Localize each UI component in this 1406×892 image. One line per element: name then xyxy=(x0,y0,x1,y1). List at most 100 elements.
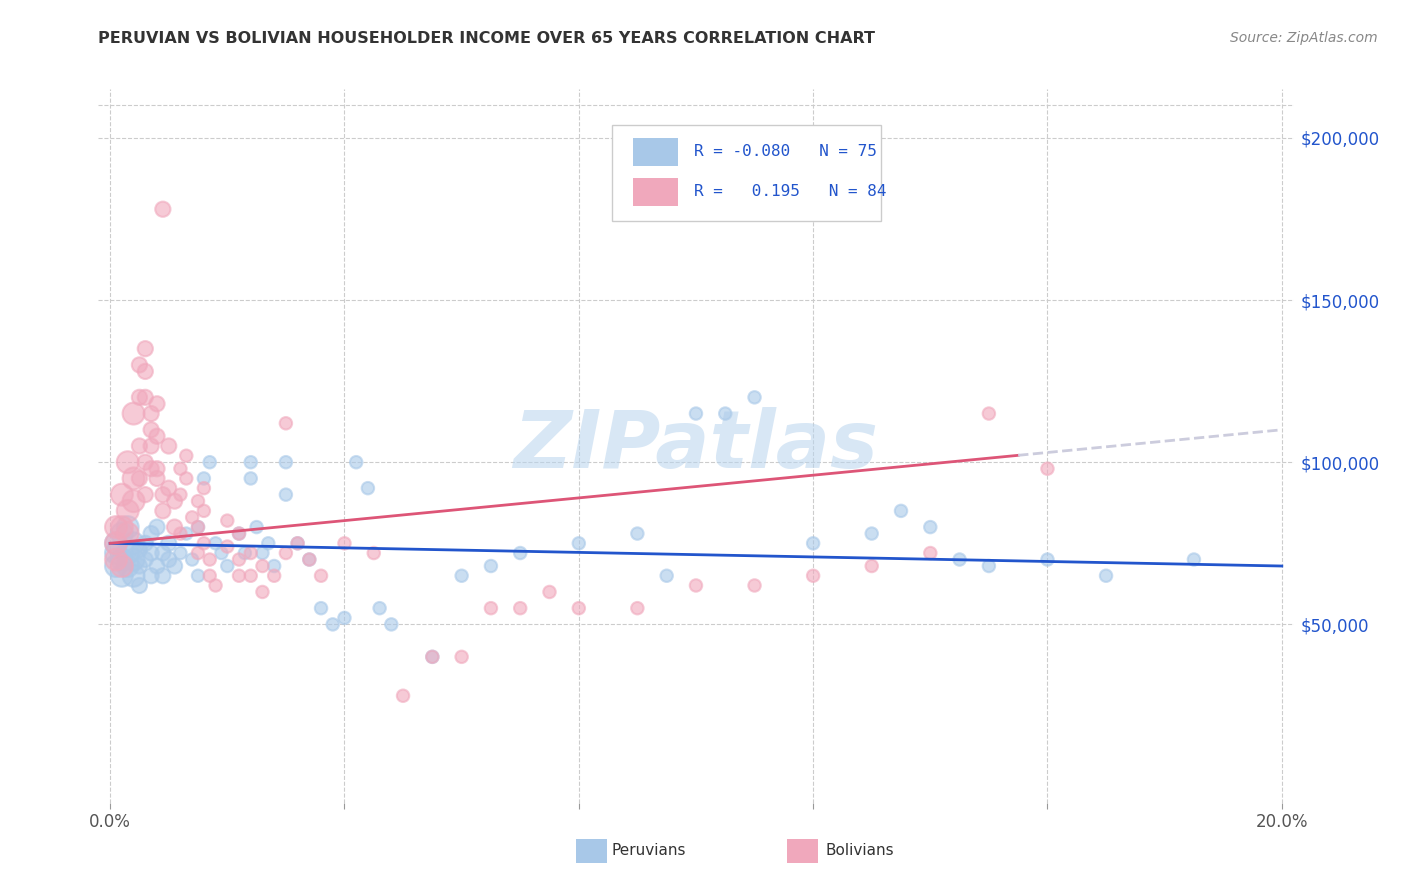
Point xyxy=(1036,461,1059,475)
Point xyxy=(128,578,150,592)
Point xyxy=(187,494,209,508)
Point xyxy=(239,568,262,582)
Point xyxy=(274,488,297,502)
Point xyxy=(344,455,367,469)
Point xyxy=(322,617,344,632)
Point xyxy=(860,526,883,541)
Point xyxy=(368,601,391,615)
Point xyxy=(152,488,174,502)
Point xyxy=(744,578,766,592)
Point xyxy=(977,559,1000,574)
Point xyxy=(141,439,163,453)
Point xyxy=(380,617,402,632)
Point xyxy=(309,601,332,615)
Point xyxy=(187,568,209,582)
Point xyxy=(801,536,824,550)
Point xyxy=(128,390,150,404)
Point xyxy=(105,552,128,566)
Point xyxy=(141,407,163,421)
Point xyxy=(134,455,156,469)
Point xyxy=(252,559,274,574)
Point xyxy=(122,471,145,485)
Point xyxy=(181,510,204,524)
Text: ZIPatlas: ZIPatlas xyxy=(513,407,879,485)
Point xyxy=(141,461,163,475)
Point xyxy=(626,601,648,615)
Point xyxy=(187,546,209,560)
Point xyxy=(263,559,285,574)
Point xyxy=(163,559,186,574)
Point xyxy=(333,536,356,550)
Point xyxy=(744,390,766,404)
Point xyxy=(450,649,472,664)
Point xyxy=(239,455,262,469)
Point xyxy=(357,481,380,495)
Point xyxy=(174,526,197,541)
Point xyxy=(111,520,134,534)
Point xyxy=(274,417,297,431)
Point xyxy=(1182,552,1205,566)
Point xyxy=(146,520,169,534)
Point xyxy=(128,559,150,574)
Point xyxy=(169,546,191,560)
Point xyxy=(655,568,678,582)
Point xyxy=(977,407,1000,421)
Point xyxy=(117,546,139,560)
FancyBboxPatch shape xyxy=(613,125,882,221)
Point xyxy=(422,649,444,664)
Point xyxy=(141,526,163,541)
Point xyxy=(128,542,150,557)
Point xyxy=(920,520,942,534)
Point xyxy=(141,568,163,582)
Point xyxy=(141,423,163,437)
Point xyxy=(217,559,239,574)
Point xyxy=(128,358,150,372)
Point xyxy=(134,536,156,550)
Point xyxy=(274,546,297,560)
Point xyxy=(134,364,156,378)
Point xyxy=(309,568,332,582)
Point xyxy=(187,520,209,534)
Point xyxy=(105,536,128,550)
Point xyxy=(105,559,128,574)
Point xyxy=(134,552,156,566)
Point xyxy=(146,397,169,411)
Point xyxy=(479,559,502,574)
FancyBboxPatch shape xyxy=(633,138,678,166)
Point xyxy=(111,552,134,566)
Point xyxy=(111,488,134,502)
Point xyxy=(122,536,145,550)
FancyBboxPatch shape xyxy=(576,839,607,863)
Point xyxy=(450,568,472,582)
Point xyxy=(626,526,648,541)
Point xyxy=(111,559,134,574)
Point xyxy=(152,504,174,518)
Point xyxy=(239,546,262,560)
Point xyxy=(714,407,737,421)
Point xyxy=(685,407,707,421)
Point xyxy=(263,568,285,582)
Point xyxy=(193,504,215,518)
Point xyxy=(198,552,221,566)
Point xyxy=(239,471,262,485)
Text: Source: ZipAtlas.com: Source: ZipAtlas.com xyxy=(1230,31,1378,45)
Point xyxy=(890,504,912,518)
Point xyxy=(568,601,591,615)
Point xyxy=(122,552,145,566)
Point xyxy=(157,536,180,550)
Point xyxy=(217,514,239,528)
Point xyxy=(228,552,250,566)
Point xyxy=(392,689,415,703)
Text: Bolivians: Bolivians xyxy=(825,844,894,858)
Point xyxy=(146,559,169,574)
Point xyxy=(111,568,134,582)
Point xyxy=(146,471,169,485)
Point xyxy=(117,504,139,518)
Point xyxy=(479,601,502,615)
Point xyxy=(105,536,128,550)
Point xyxy=(193,471,215,485)
Point xyxy=(174,471,197,485)
Point xyxy=(198,568,221,582)
Point xyxy=(193,481,215,495)
Point xyxy=(685,578,707,592)
